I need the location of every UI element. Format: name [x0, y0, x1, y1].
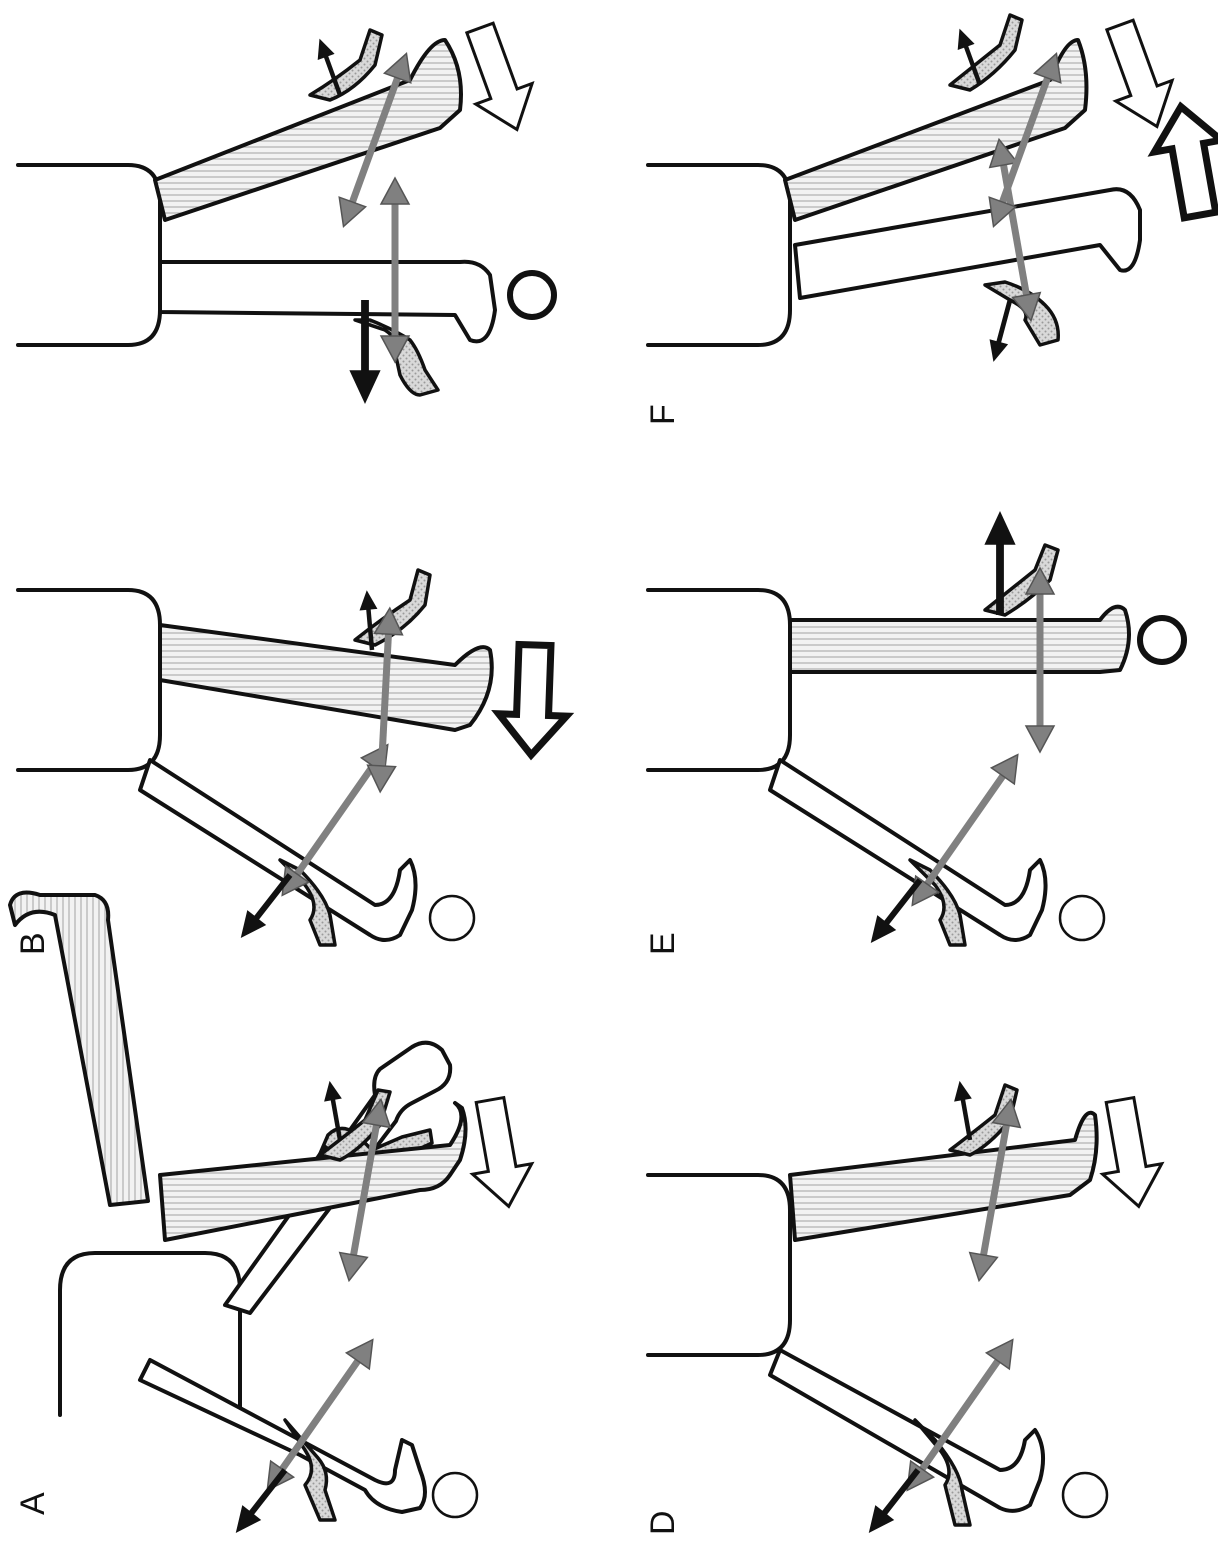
panel-d-stance-leg	[788, 1110, 1099, 1242]
panel-a-front-pedal	[318, 1088, 392, 1162]
panel-e-back-pedal	[908, 858, 967, 947]
panel-e-bold-circle	[1137, 615, 1187, 665]
panel-e-label: E	[644, 932, 682, 955]
panel-d-label: D	[644, 1510, 682, 1535]
panel-d: D	[644, 1079, 1170, 1541]
panel-c-stance-leg	[153, 38, 463, 222]
panel-b-hollow-arrow	[497, 644, 569, 756]
panel-b-label: B	[14, 932, 52, 955]
panel-e-left-circle	[1058, 894, 1106, 942]
panel-a-stance-leg	[158, 1101, 468, 1242]
panel-a: A	[8, 890, 540, 1541]
panel-e-black-arrow-back	[861, 873, 929, 951]
panel-c-torso	[16, 163, 162, 347]
panel-d-torso	[646, 1173, 792, 1357]
panel-f-label: F	[644, 404, 682, 425]
panel-f-torso	[646, 163, 792, 347]
panel-b-torso	[16, 588, 162, 772]
panel-f-black-arrow-back	[984, 298, 1019, 365]
panel-b: B	[14, 568, 569, 955]
panel-d-hollow-arrow	[1088, 1093, 1170, 1214]
panel-c-bold-circle	[507, 270, 557, 320]
panel-d-back-pedal	[913, 1418, 972, 1527]
panel-f-swing-leg	[793, 187, 1142, 300]
panel-a-black-arrow-back	[226, 1463, 294, 1541]
panel-f-back-pedal	[983, 280, 1060, 347]
panel-a-hollow-arrow	[458, 1093, 540, 1214]
panel-b-back-pedal	[278, 858, 337, 947]
panel-e-back-leg	[768, 758, 1048, 942]
panel-d-back-leg	[768, 1348, 1046, 1513]
panel-d-left-circle	[1061, 1471, 1109, 1519]
panel-d-black-arrow-back	[859, 1463, 927, 1541]
panel-c-back-leg	[158, 259, 497, 344]
panel-c-front-pedal	[308, 28, 384, 102]
panel-b-left-circle	[428, 894, 476, 942]
panel-e-torso	[646, 588, 792, 772]
panel-b-black-arrow-back	[231, 868, 299, 946]
panel-a-back-leg	[138, 1358, 427, 1514]
panel-f-front-pedal	[948, 13, 1024, 92]
panel-a-back-pedal	[283, 1418, 337, 1522]
panel-b-back-leg	[138, 758, 418, 942]
panel-c-hollow-arrow	[450, 16, 547, 142]
panel-a-label: A	[14, 1492, 52, 1515]
panel-d-front-pedal	[948, 1083, 1019, 1157]
panel-a-left-circle	[431, 1471, 479, 1519]
panel-c: C	[14, 16, 557, 404]
panel-e: E	[644, 511, 1187, 955]
panel-e-stance-leg	[788, 604, 1131, 674]
panel-b-stance-leg	[158, 623, 494, 732]
panel-f: F	[644, 13, 1218, 425]
